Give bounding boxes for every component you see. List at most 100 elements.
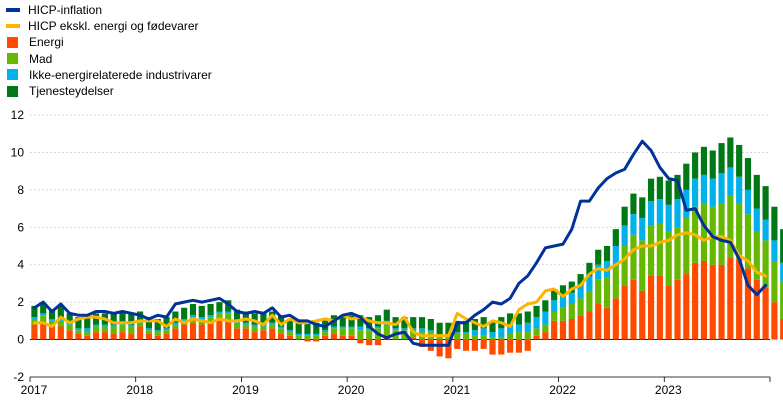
bar-segment [639, 240, 646, 291]
bar-segment [595, 249, 602, 265]
bar-segment [727, 195, 734, 258]
bar-segment [145, 328, 153, 331]
bar-segment [568, 304, 575, 319]
bar-segment [92, 332, 100, 340]
bar-segment [709, 264, 716, 340]
legend-label-food: Mad [29, 51, 53, 66]
legend-swatch-food [7, 53, 18, 65]
bar-segment [366, 328, 373, 331]
bar-segment [269, 328, 276, 340]
bar-segment [762, 240, 769, 288]
legend-swatch-services [7, 85, 18, 97]
bar-segment [656, 176, 663, 200]
x-tick-label: 2019 [232, 383, 259, 397]
bar-segment [533, 335, 540, 340]
bar-segment [374, 315, 382, 327]
bar-segment [471, 318, 478, 331]
bar-segment [75, 330, 82, 334]
bar-segment [145, 333, 153, 340]
y-tick-label: 2 [17, 295, 24, 309]
bar-segment [313, 335, 320, 340]
bar-segment [410, 337, 417, 340]
y-tick-label: 12 [11, 108, 25, 122]
bar-segment [656, 199, 663, 224]
bar-segment [207, 304, 214, 316]
bar-segment [454, 339, 461, 349]
bar-segment [762, 287, 769, 340]
bar-segment [330, 328, 338, 334]
bar-segment [744, 158, 752, 190]
bar-segment [674, 199, 681, 228]
bar-segment [692, 152, 699, 179]
bar-segment [339, 315, 346, 327]
bar-segment [727, 167, 734, 196]
bar-segment [57, 318, 64, 321]
bar-segment [119, 324, 126, 333]
bar-segment [145, 317, 153, 329]
bar-segment [639, 197, 646, 218]
legend-item-core: HICP ekskl. energi og fødevarer [6, 18, 212, 34]
bar-segment [533, 305, 540, 318]
y-tick-label: 4 [17, 258, 24, 272]
bar-segment [753, 174, 760, 209]
bar-segment [163, 333, 170, 340]
bar-segment [295, 322, 302, 334]
bar-segment [559, 320, 567, 340]
bar-segment [48, 309, 56, 319]
bar-segment [251, 313, 258, 325]
bar-segment [57, 320, 64, 327]
bar-segment [709, 150, 716, 179]
bar-segment [225, 318, 232, 340]
bar-segment [736, 144, 743, 177]
y-tick-label: 8 [17, 183, 24, 197]
bar-segment [75, 328, 82, 331]
bar-segment [771, 260, 778, 303]
bar-segment [366, 317, 373, 329]
bar-segment [198, 305, 205, 318]
bar-segment [515, 332, 523, 340]
bar-segment [665, 204, 672, 232]
legend-label-services: Tjenesteydelser [29, 83, 114, 98]
bar-segment [251, 332, 258, 340]
x-tick-label: 2023 [655, 383, 682, 397]
bar-segment [348, 335, 355, 340]
bar-segment [462, 332, 470, 334]
bar-segment [744, 268, 752, 340]
bar-segment [568, 292, 575, 305]
bar-segment [533, 317, 540, 329]
bar-segment [771, 206, 778, 241]
bar-segment [471, 335, 478, 340]
bar-segment [31, 317, 38, 319]
bar-segment [780, 318, 783, 340]
bar-segment [383, 324, 390, 336]
bar-segment [480, 335, 487, 340]
bar-segment [630, 279, 637, 340]
bar-segment [277, 333, 285, 340]
bar-segment [110, 333, 117, 340]
bar-segment [295, 335, 302, 340]
bar-segment [586, 290, 593, 312]
bar-segment [66, 313, 73, 323]
bar-segment [260, 330, 267, 340]
bar-segment [128, 326, 135, 334]
bar-segment [366, 330, 373, 340]
bar-segment [647, 225, 655, 276]
bar-segment [436, 339, 443, 357]
bar-segment [410, 330, 417, 338]
bar-segment [172, 311, 179, 323]
bar-segment [427, 330, 434, 333]
bar-segment [577, 274, 584, 286]
bar-segment [339, 335, 346, 340]
bar-segment [119, 311, 126, 323]
bar-segment [66, 324, 73, 331]
bar-segment [181, 307, 188, 319]
bar-segment [119, 332, 126, 340]
bar-segment [101, 326, 108, 333]
legend-label-energy: Energi [29, 35, 64, 50]
bar-segment [542, 311, 549, 325]
bar-segment [454, 333, 461, 340]
bar-segment [128, 324, 135, 327]
bar-segment [551, 320, 558, 340]
bar-segment [181, 318, 188, 321]
bar-segment [348, 328, 355, 336]
